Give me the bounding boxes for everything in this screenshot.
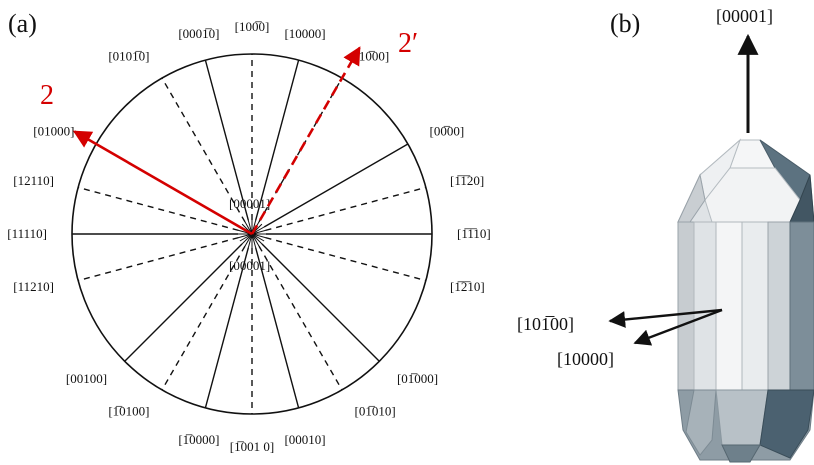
direction-label-11: [1̅0000] [178, 432, 219, 447]
center-spoke [251, 233, 257, 248]
center-spoke [241, 233, 253, 245]
center-spoke [244, 233, 253, 247]
direction-label-10: [1̅001 0] [230, 439, 274, 454]
direction-line-8 [258, 245, 343, 391]
direction-line-6 [265, 236, 427, 282]
direction-label-5: [1̅1̅10] [457, 226, 491, 241]
center-top-label: [00001] [229, 196, 270, 211]
direction-label-16: [12110] [13, 173, 54, 188]
center-spoke [251, 233, 260, 247]
panel-a: (a) [100̅0] [10000] [10̅00] [00̅00] [1̅1̅20]… [7, 9, 490, 454]
direction-label-17: [01000] [33, 124, 74, 139]
direction-line-12 [161, 245, 246, 391]
center-spoke [251, 229, 266, 235]
direction-label-3: [00̅00] [430, 124, 465, 139]
side-arrow-1 [608, 308, 723, 328]
arrow-2-prime [250, 46, 361, 235]
direction-line-19 [204, 59, 250, 221]
center-spoke [238, 233, 253, 239]
arrow-2-label: 2 [40, 80, 54, 111]
direction-label-6: [1̅2̅10] [450, 279, 485, 294]
direction-line-1 [254, 59, 300, 221]
direction-line-4 [265, 186, 427, 232]
direction-label-1: [10000] [284, 26, 325, 41]
panel-a-label: (a) [8, 9, 37, 38]
direction-label-0: [100̅0] [235, 19, 270, 34]
center-bottom-label: [00001] [229, 258, 270, 273]
direction-line-9 [254, 247, 300, 409]
direction-line-11 [204, 247, 250, 409]
direction-label-8: [01̅010] [355, 404, 396, 419]
direction-line-14 [77, 236, 239, 282]
direction-line-7 [261, 243, 380, 362]
center-spoke [247, 233, 253, 248]
crystal [677, 138, 814, 463]
side-label-1: [101̅00] [517, 314, 574, 334]
direction-line-16 [77, 186, 239, 232]
direction-line-13 [124, 243, 243, 362]
side-arrow-2 [633, 308, 723, 346]
direction-labels: [100̅0] [10000] [10̅00] [00̅00] [1̅1̅20] [1̅1… [7, 19, 490, 454]
top-direction-label: [00001] [716, 6, 773, 26]
direction-label-9: [00010] [284, 432, 325, 447]
direction-line-18 [161, 77, 246, 223]
arrow-2 [72, 130, 253, 236]
direction-label-7: [01̅000] [397, 371, 438, 386]
direction-label-12: [1̅0100] [108, 404, 149, 419]
center-spoke [251, 233, 266, 239]
center-spoke [239, 233, 253, 242]
panel-b-label: (b) [610, 9, 640, 38]
direction-label-2: [10̅00] [355, 48, 390, 63]
direction-label-19: [0001̅0] [178, 26, 219, 41]
direction-label-14: [11210] [13, 279, 54, 294]
center-spoke [251, 233, 265, 242]
direction-line-3 [263, 143, 409, 228]
arrow-2-prime-label: 2′ [398, 28, 418, 59]
center-spoke [247, 220, 253, 235]
direction-label-13: [00100] [66, 371, 107, 386]
direction-label-4: [1̅1̅20] [450, 173, 484, 188]
side-label-2: [10000] [557, 349, 614, 369]
center-spoke [251, 233, 263, 245]
direction-label-18: [0101̅0] [108, 48, 149, 63]
panel-b: (b) [00001] [517, 6, 814, 463]
direction-label-15: [11110] [7, 226, 47, 241]
